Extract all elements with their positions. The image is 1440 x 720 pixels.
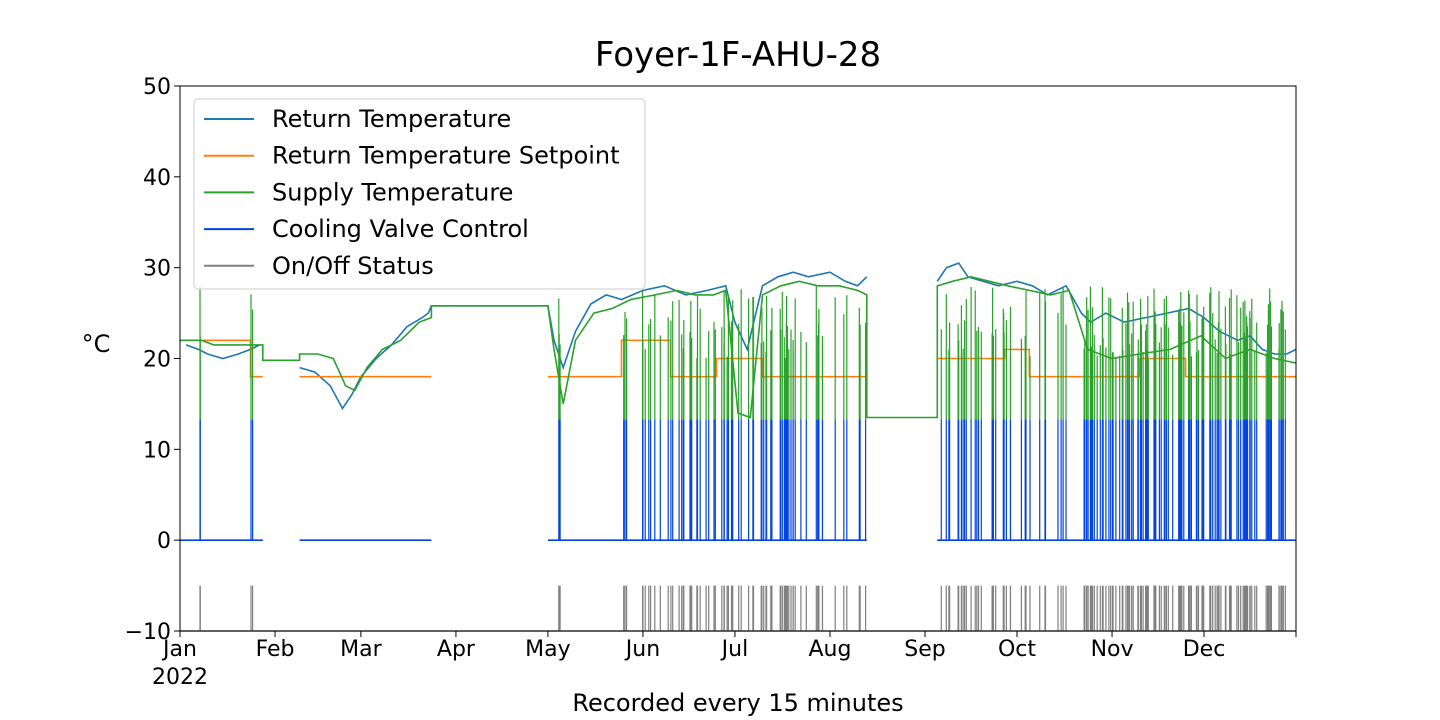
- x-tick-label: Dec: [1183, 637, 1226, 662]
- on-off-status-cycling: [199, 585, 1286, 631]
- y-tick-label: 0: [157, 529, 171, 554]
- y-axis-label: °C: [82, 330, 111, 358]
- x-tick-label: Jan: [161, 637, 197, 662]
- chart-decor: [199, 286, 1286, 631]
- y-tick-label: 40: [143, 166, 171, 191]
- x-axis-label: Recorded every 15 minutes: [572, 689, 903, 717]
- legend: Return Temperature Return Temperature Set…: [193, 98, 646, 290]
- y-tick-label: 10: [143, 438, 171, 463]
- legend-box: [193, 98, 646, 290]
- x-tick-label: Apr: [437, 637, 476, 662]
- x-tick-label: Jun: [624, 637, 660, 662]
- x-tick-label: Aug: [808, 637, 851, 662]
- x-tick-label: Jul: [720, 637, 749, 662]
- legend-label-return-temperature-setpoint: Return Temperature Setpoint: [272, 142, 620, 170]
- x-axis: Jan 2022 Feb Mar Apr May Jun Jul Aug Sep Oct Nov Dec: [152, 631, 1297, 690]
- x-tick-label: May: [525, 637, 570, 662]
- x-tick-label: Mar: [340, 637, 382, 662]
- y-axis: −10 0 10 20 30 40 50: [125, 75, 180, 645]
- series-line-supply-temperature: [180, 275, 1297, 419]
- cooling-valve-cycling: [199, 419, 1286, 541]
- x-tick-label: Sep: [904, 637, 945, 662]
- x-tick-label: Feb: [256, 637, 295, 662]
- x-tick-label: Oct: [998, 637, 1036, 662]
- chart-title: Foyer-1F-AHU-28: [595, 35, 881, 75]
- y-tick-label: −10: [125, 620, 171, 645]
- y-tick-label: 20: [143, 348, 171, 373]
- x-tick-sublabel: 2022: [152, 665, 208, 690]
- legend-label-supply-temperature: Supply Temperature: [272, 178, 513, 206]
- y-tick-label: 50: [143, 75, 171, 100]
- legend-label-return-temperature: Return Temperature: [272, 105, 511, 133]
- legend-label-cooling-valve-control: Cooling Valve Control: [272, 215, 529, 243]
- x-tick-label: Nov: [1091, 637, 1134, 662]
- y-tick-label: 30: [143, 257, 171, 282]
- supply-temperature-cycling: [199, 286, 1286, 420]
- legend-label-on-off-status: On/Off Status: [272, 252, 434, 280]
